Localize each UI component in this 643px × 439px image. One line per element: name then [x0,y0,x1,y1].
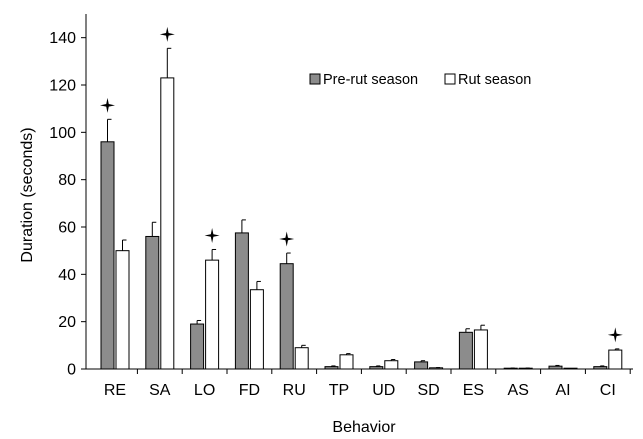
bar-pre-rut-sa [145,235,160,370]
y-tick-label: 100 [49,125,76,142]
bar-rut-fd [249,289,264,370]
x-tick-label: FD [239,382,260,399]
bar-pre-rut-sd [414,361,429,370]
plot-area: 0 20 40 60 80 100 120 140 RE SA LO FD RU TP UD SD ES AS AI… [49,14,633,399]
bar-pre-rut-tp [324,366,339,370]
legend-label-rut: Rut season [458,72,531,88]
bar-pre-rut-fd [234,232,249,370]
bar-rut-re [115,250,130,370]
star-icon [279,231,295,247]
y-tick-label: 140 [49,30,76,47]
bar-rut-sa [160,77,175,370]
bar-pre-rut-ud [369,366,384,370]
bar-rut-ru [294,347,309,370]
bar-rut-ci [608,349,623,370]
legend: Pre-rut season Rut season [309,72,531,88]
legend-swatch-pre-rut [309,73,321,85]
star-icon [204,227,220,243]
bar-pre-rut-lo [190,323,205,370]
y-tick-label: 40 [58,267,76,284]
x-tick-label: SA [149,382,171,399]
x-tick-label: UD [372,382,395,399]
y-axis-title: Duration (seconds) [19,127,36,262]
star-icon [100,97,115,113]
bar-pre-rut-es [458,331,473,370]
bar-rut-ud [384,360,399,370]
x-tick-label: SD [417,382,439,399]
bar-rut-lo [205,259,220,370]
bar-rut-tp [339,354,354,370]
y-tick-label: 120 [49,78,76,95]
bar-pre-rut-re [100,141,115,370]
legend-swatch-rut [444,73,456,85]
bar-pre-rut-ci [593,366,608,370]
y-tick-label: 0 [67,362,76,379]
x-tick-label: AS [508,382,529,399]
star-icon [607,327,623,343]
bar-rut-es [473,329,488,370]
legend-label-pre-rut: Pre-rut season [323,72,418,88]
x-tick-label: TP [329,382,349,399]
x-axis-title: Behavior [332,419,396,436]
y-tick-label: 80 [58,172,76,189]
x-tick-label: AI [555,382,570,399]
star-icon [159,26,175,42]
x-tick-label: ES [463,382,484,399]
bar-pre-rut-ai [548,365,563,370]
x-tick-label: CI [600,382,616,399]
y-tick-label: 60 [58,220,76,237]
x-tick-label: RU [283,382,306,399]
x-tick-label: LO [194,382,215,399]
x-tick-label: RE [104,382,126,399]
bar-pre-rut-ru [279,263,294,370]
y-tick-label: 20 [58,314,76,331]
